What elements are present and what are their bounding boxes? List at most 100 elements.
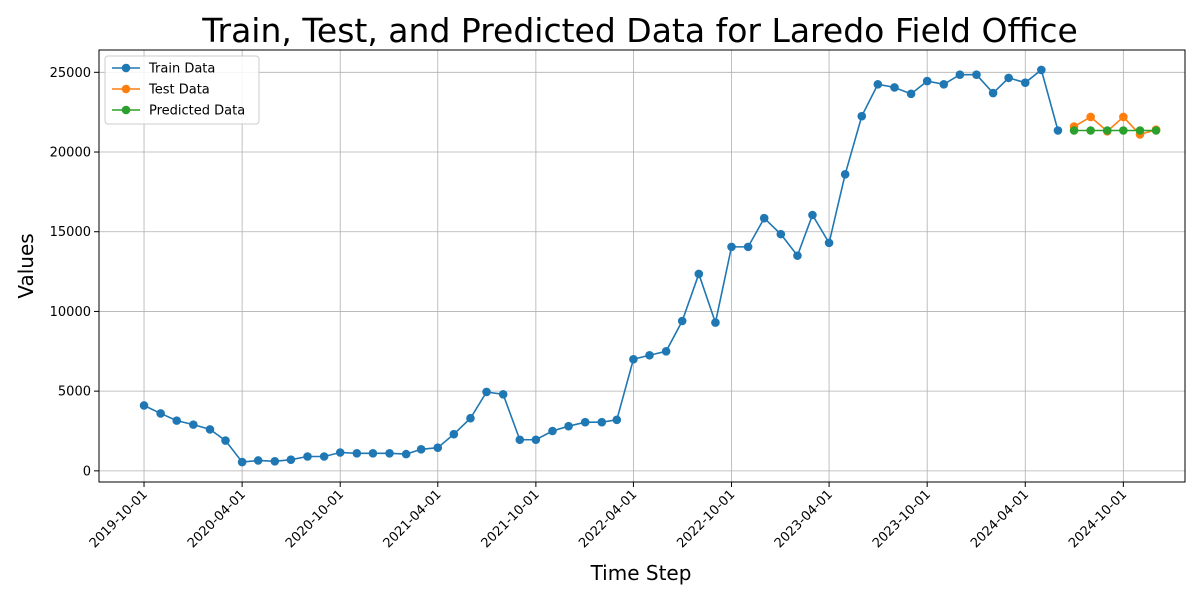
data-point-train-data: [711, 318, 720, 327]
data-point-train-data: [253, 456, 263, 465]
data-point-train-data: [319, 452, 329, 461]
data-point-train-data: [205, 425, 215, 434]
data-point-train-data: [645, 350, 654, 360]
data-point-train-data: [368, 449, 378, 458]
data-point-train-data: [352, 449, 362, 458]
data-point-train-data: [401, 449, 411, 459]
y-tick-label: 15000: [50, 225, 91, 240]
data-point-train-data: [286, 455, 296, 464]
x-tick-label: 2021-10-01: [479, 487, 543, 551]
series-train-data: [139, 65, 1063, 467]
data-point-train-data: [597, 417, 607, 427]
data-point-train-data: [988, 88, 998, 98]
data-point-predicted-data: [1086, 126, 1095, 135]
data-point-train-data: [221, 436, 230, 445]
data-point-train-data: [612, 415, 622, 425]
data-point-train-data: [237, 457, 247, 467]
y-axis-ticks: 0 5000 10000 15000 20000 25000: [50, 66, 99, 479]
data-point-train-data: [808, 210, 817, 220]
data-point-train-data: [385, 449, 394, 458]
data-point-train-data: [564, 421, 573, 431]
data-point-train-data: [972, 70, 981, 80]
data-point-train-data: [857, 111, 867, 121]
y-tick-label: 20000: [50, 146, 91, 161]
data-point-train-data: [759, 213, 769, 223]
x-tick-label: 2020-04-01: [185, 487, 249, 551]
data-point-train-data: [1037, 65, 1046, 75]
series-test-data: [1069, 112, 1161, 139]
x-axis-ticks: 2019-10-01 2020-04-01 2020-10-01 2021-04-01…: [87, 482, 1130, 551]
series-predicted-data: [1069, 126, 1161, 135]
data-point-train-data: [548, 426, 557, 436]
data-point-train-data: [449, 429, 459, 439]
data-point-train-data: [1020, 78, 1030, 87]
data-point-predicted-data: [1151, 126, 1161, 135]
x-tick-label: 2022-04-01: [576, 487, 640, 551]
data-point-train-data: [270, 456, 280, 466]
legend-swatch-marker: [121, 63, 131, 73]
data-point-train-data: [433, 443, 443, 453]
data-point-train-data: [776, 229, 786, 239]
grid-lines: [99, 50, 1185, 482]
data-point-test-data: [1086, 112, 1095, 122]
legend-items: Train Data Test Data Predicted Data: [112, 62, 245, 119]
chart-title: Train, Test, and Predicted Data for Lare…: [201, 11, 1078, 50]
data-point-train-data: [939, 79, 949, 89]
y-tick-label: 0: [83, 464, 91, 479]
data-point-train-data: [824, 238, 834, 248]
x-tick-label: 2024-10-01: [1066, 487, 1130, 551]
data-point-train-data: [335, 448, 345, 457]
data-point-train-data: [955, 70, 965, 80]
x-tick-label: 2022-10-01: [674, 487, 738, 551]
data-point-train-data: [1004, 73, 1013, 83]
data-point-test-data: [1119, 112, 1128, 122]
y-tick-label: 10000: [50, 305, 91, 320]
legend-item-test-data: Test Data: [112, 83, 210, 98]
x-tick-label: 2021-04-01: [381, 487, 445, 551]
data-point-train-data: [482, 387, 491, 397]
data-point-train-data: [531, 435, 541, 445]
data-point-train-data: [890, 83, 899, 92]
series-line-train-data: [143, 68, 1059, 463]
x-tick-label: 2019-10-01: [87, 487, 151, 551]
data-point-train-data: [498, 390, 508, 399]
data-point-train-data: [743, 242, 753, 252]
data-point-train-data: [840, 170, 850, 179]
x-tick-label: 2023-04-01: [772, 487, 836, 551]
data-point-train-data: [172, 416, 182, 425]
x-tick-label: 2020-10-01: [283, 487, 347, 551]
legend-label: Train Data: [148, 62, 215, 77]
data-point-predicted-data: [1119, 126, 1128, 135]
x-tick-label: 2024-04-01: [968, 487, 1032, 551]
legend-label: Test Data: [148, 83, 210, 98]
data-point-predicted-data: [1102, 126, 1112, 135]
data-point-train-data: [416, 445, 426, 454]
x-tick-label: 2023-10-01: [870, 487, 934, 551]
data-point-train-data: [793, 251, 802, 260]
data-point-train-data: [873, 79, 883, 89]
data-point-train-data: [906, 89, 916, 99]
legend-swatch-marker: [121, 105, 131, 115]
data-point-train-data: [661, 346, 671, 356]
data-point-train-data: [303, 452, 312, 461]
y-tick-label: 25000: [50, 66, 91, 81]
data-point-train-data: [156, 409, 165, 418]
data-point-train-data: [580, 417, 590, 427]
data-point-predicted-data: [1135, 126, 1145, 135]
legend-label: Predicted Data: [149, 104, 245, 119]
y-axis-title: Values: [14, 233, 38, 298]
data-point-train-data: [189, 420, 198, 429]
data-point-train-data: [1053, 126, 1063, 135]
legend: Train Data Test Data Predicted Data: [104, 55, 260, 125]
data-point-train-data: [922, 76, 932, 86]
data-point-train-data: [466, 413, 475, 423]
series-layer: [139, 65, 1161, 467]
plot-area-frame: [98, 49, 1186, 483]
x-axis-title: Time Step: [590, 561, 692, 585]
data-point-train-data: [515, 435, 525, 445]
data-point-train-data: [694, 269, 704, 279]
legend-item-predicted-data: Predicted Data: [112, 104, 245, 119]
legend-swatch-marker: [121, 84, 131, 94]
data-point-train-data: [629, 354, 638, 364]
